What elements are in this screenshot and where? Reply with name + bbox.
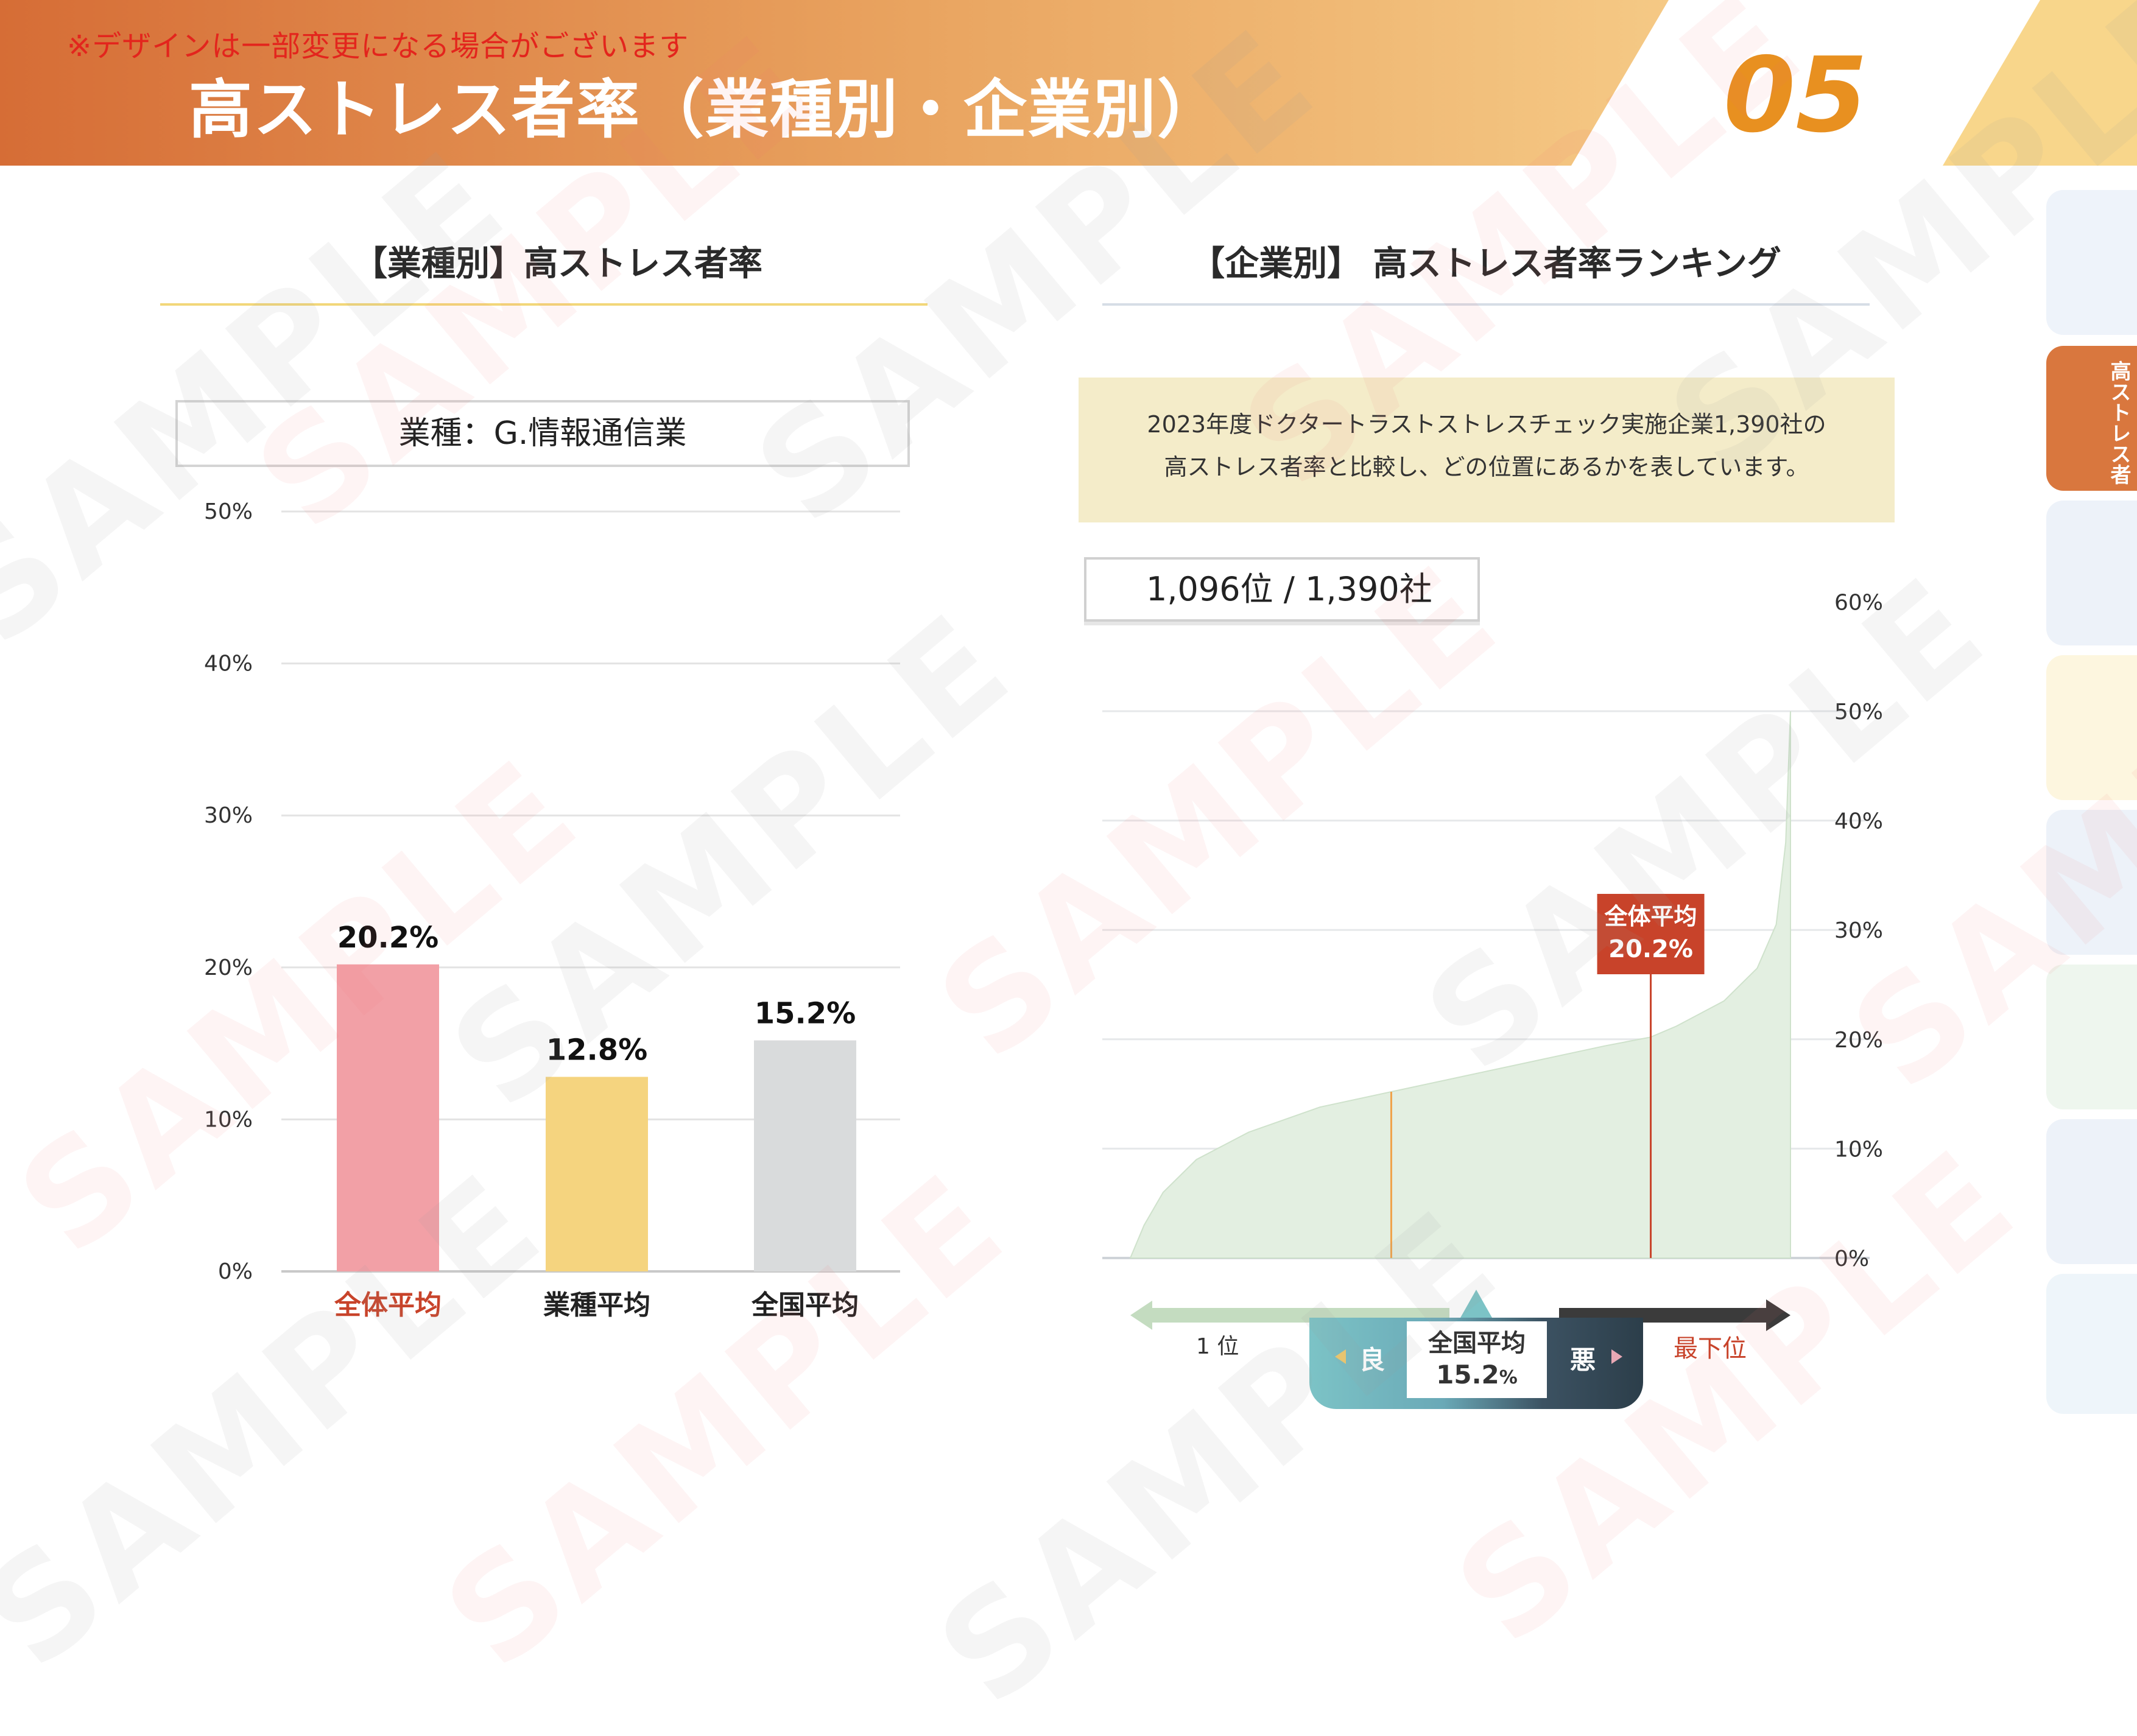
bar-data-label: 15.2% (755, 997, 856, 1031)
y-tick-label: 20% (1834, 1028, 1883, 1053)
side-tab-high-stress[interactable]: 高ストレス者 (2046, 346, 2137, 491)
industry-section-title-text: 【業種別】高ストレス者率 (353, 244, 762, 284)
legend-good-label: 良 (1359, 1345, 1385, 1375)
overall-average-callout-label: 全体平均 (1604, 903, 1697, 930)
page-title: 高ストレス者率（業種別・企業別） (189, 72, 1222, 147)
category-label: 業種平均 (543, 1290, 650, 1321)
industry-bar-chart: 0% 10% 20% 30% 40% 50% 20.2% 全体平均 12.8% 業種平均 15.2%… (204, 499, 900, 1321)
category-label: 全国平均 (751, 1290, 859, 1321)
ranking-description: 2023年度ドクタートラストストレスチェック実施企業1,390社の 高ストレス者… (1079, 378, 1895, 522)
y-tick-label: 0% (218, 1259, 253, 1284)
overall-average-callout-value: 20.2% (1608, 935, 1693, 963)
y-tick-label: 30% (1834, 918, 1883, 943)
side-tab-1[interactable] (2046, 190, 2137, 335)
national-pointer-icon (1460, 1290, 1492, 1318)
y-tick-label: 40% (1834, 809, 1883, 834)
national-average-value: 15.2% (1407, 1359, 1547, 1394)
description-line-1: 2023年度ドクタートラストストレスチェック実施企業1,390社の (1147, 411, 1826, 438)
bar-data-label: 20.2% (337, 921, 439, 955)
y-tick-label: 20% (204, 955, 253, 980)
y-tick-label: 10% (1834, 1137, 1883, 1162)
design-notice: ※デザインは一部変更になる場合がございます (67, 29, 689, 63)
header-corner-shape (1943, 0, 2137, 166)
side-tab-7[interactable] (2046, 1119, 2137, 1264)
description-line-2: 高ストレス者率と比較し、どの位置にあるかを表しています。 (1164, 454, 1809, 480)
rank-axis-last: 最下位 (1674, 1335, 1747, 1363)
side-tab-label: 高ストレス者 (2107, 360, 2131, 485)
national-average-number: 15.2 (1436, 1360, 1499, 1390)
side-tab-5[interactable] (2046, 810, 2137, 955)
page-number: 05 (1723, 35, 1868, 156)
side-tab-6[interactable] (2046, 965, 2137, 1109)
national-average-unit: % (1499, 1367, 1518, 1388)
national-average-label: 全国平均 (1428, 1329, 1526, 1357)
company-section-rule (1102, 303, 1870, 306)
industry-section-rule (160, 303, 928, 306)
y-tick-label: 40% (204, 652, 253, 676)
y-tick-label: 50% (204, 499, 253, 524)
ranking-area (1129, 711, 1791, 1259)
category-label: 全体平均 (334, 1290, 442, 1321)
y-tick-label: 30% (204, 803, 253, 828)
bar (337, 964, 439, 1271)
ranking-area-chart: 0% 10% 20% 30% 40% 50% 60% 全体平均 20.2% (1102, 590, 1883, 1331)
industry-label-box: 業種：G.情報通信業 (175, 400, 910, 467)
legend-bad-label: 悪 (1570, 1345, 1596, 1375)
side-tab-8[interactable] (2046, 1274, 2137, 1414)
good-arrow-icon (1335, 1349, 1346, 1364)
rank-axis-first: 1 位 (1196, 1334, 1239, 1359)
overall-average-callout (1597, 894, 1705, 974)
company-section-title: 【企業別】 高ストレス者率ランキング (1191, 244, 1781, 284)
y-tick-label: 50% (1834, 700, 1883, 725)
national-average-box: 全国平均 15.2% (1407, 1321, 1547, 1398)
bar-data-label: 12.8% (546, 1033, 648, 1067)
y-tick-label: 10% (204, 1107, 253, 1132)
rank-arrow-right-icon (1559, 1299, 1790, 1331)
bad-arrow-icon (1611, 1349, 1622, 1364)
side-tab-4[interactable] (2046, 655, 2137, 800)
industry-section-title: 【業種別】高ストレス者率 (353, 236, 780, 286)
y-tick-label: 0% (1834, 1246, 1869, 1271)
header-band (0, 0, 1669, 166)
rank-badge: 1,096位 / 1,390社 (1084, 557, 1480, 622)
bar (754, 1040, 856, 1271)
y-tick-label: 60% (1834, 590, 1883, 615)
bar (546, 1077, 648, 1271)
side-tab-3[interactable] (2046, 501, 2137, 645)
